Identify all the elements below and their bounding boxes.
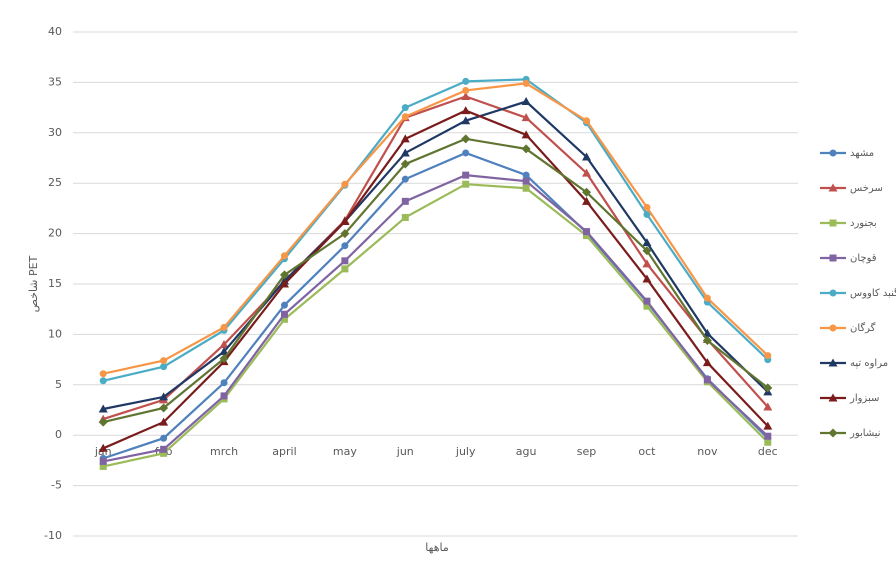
point bbox=[523, 178, 530, 185]
point bbox=[764, 352, 771, 359]
point bbox=[402, 198, 409, 205]
x-tick-label: may bbox=[333, 445, 357, 458]
x-tick-label: april bbox=[272, 445, 296, 458]
point bbox=[523, 80, 530, 87]
x-tick-label: mrch bbox=[210, 445, 238, 458]
legend-marker bbox=[830, 290, 837, 297]
point bbox=[462, 87, 469, 94]
y-tick-label: 20 bbox=[48, 227, 62, 240]
point bbox=[462, 78, 469, 85]
y-tick-label: -5 bbox=[51, 479, 62, 492]
point bbox=[523, 185, 530, 192]
x-tick-label: agu bbox=[516, 445, 537, 458]
point bbox=[341, 257, 348, 264]
point bbox=[704, 376, 711, 383]
point bbox=[643, 298, 650, 305]
point bbox=[160, 357, 167, 364]
legend-label: سرخس bbox=[850, 183, 883, 194]
legend-marker bbox=[830, 220, 837, 227]
point bbox=[221, 392, 228, 399]
point bbox=[100, 377, 107, 384]
y-tick-label: 40 bbox=[48, 25, 62, 38]
point bbox=[281, 252, 288, 259]
point bbox=[160, 446, 167, 453]
x-tick-label: sep bbox=[577, 445, 596, 458]
point bbox=[583, 117, 590, 124]
chart: ماهها شاخص PET -10-50510152025303540janf… bbox=[0, 0, 896, 572]
y-tick-label: 15 bbox=[48, 277, 62, 290]
legend-label: سبزوار bbox=[849, 393, 879, 404]
y-axis-label: شاخص PET bbox=[27, 255, 40, 312]
point bbox=[341, 181, 348, 188]
point bbox=[402, 113, 409, 120]
legend-marker bbox=[830, 325, 837, 332]
point bbox=[160, 363, 167, 370]
x-tick-label: dec bbox=[758, 445, 778, 458]
legend-label: گنبد کاووس bbox=[850, 287, 896, 299]
x-tick-label: oct bbox=[638, 445, 656, 458]
legend-marker bbox=[830, 150, 837, 157]
point bbox=[221, 379, 228, 386]
point bbox=[341, 265, 348, 272]
x-tick-label: july bbox=[455, 445, 476, 458]
legend-label: بجنورد bbox=[850, 218, 877, 229]
background bbox=[0, 0, 896, 572]
point bbox=[402, 214, 409, 221]
point bbox=[462, 181, 469, 188]
point bbox=[583, 228, 590, 235]
point bbox=[462, 172, 469, 179]
point bbox=[523, 172, 530, 179]
point bbox=[281, 302, 288, 309]
y-tick-label: 10 bbox=[48, 327, 62, 340]
legend-label: نیشابور bbox=[849, 428, 881, 439]
y-tick-label: 35 bbox=[48, 75, 62, 88]
y-tick-label: 0 bbox=[55, 428, 62, 441]
x-axis-label: ماهها bbox=[425, 541, 449, 554]
point bbox=[100, 458, 107, 465]
point bbox=[764, 439, 771, 446]
point bbox=[341, 242, 348, 249]
legend-label: مشهد bbox=[850, 148, 874, 159]
legend-marker bbox=[830, 255, 837, 262]
legend-label: قوچان bbox=[850, 253, 877, 264]
point bbox=[221, 324, 228, 331]
y-tick-label: 25 bbox=[48, 176, 62, 189]
point bbox=[402, 104, 409, 111]
point bbox=[160, 435, 167, 442]
y-tick-label: -10 bbox=[44, 529, 62, 542]
y-tick-label: 30 bbox=[48, 126, 62, 139]
point bbox=[100, 370, 107, 377]
x-tick-label: jun bbox=[396, 445, 414, 458]
y-tick-label: 5 bbox=[55, 378, 62, 391]
point bbox=[643, 204, 650, 211]
legend-label: گرگان bbox=[850, 322, 876, 334]
legend-label: مراوه تپه bbox=[850, 358, 888, 369]
point bbox=[402, 176, 409, 183]
point bbox=[704, 295, 711, 302]
point bbox=[281, 311, 288, 318]
point bbox=[462, 149, 469, 156]
point bbox=[764, 433, 771, 440]
x-tick-label: nov bbox=[697, 445, 718, 458]
